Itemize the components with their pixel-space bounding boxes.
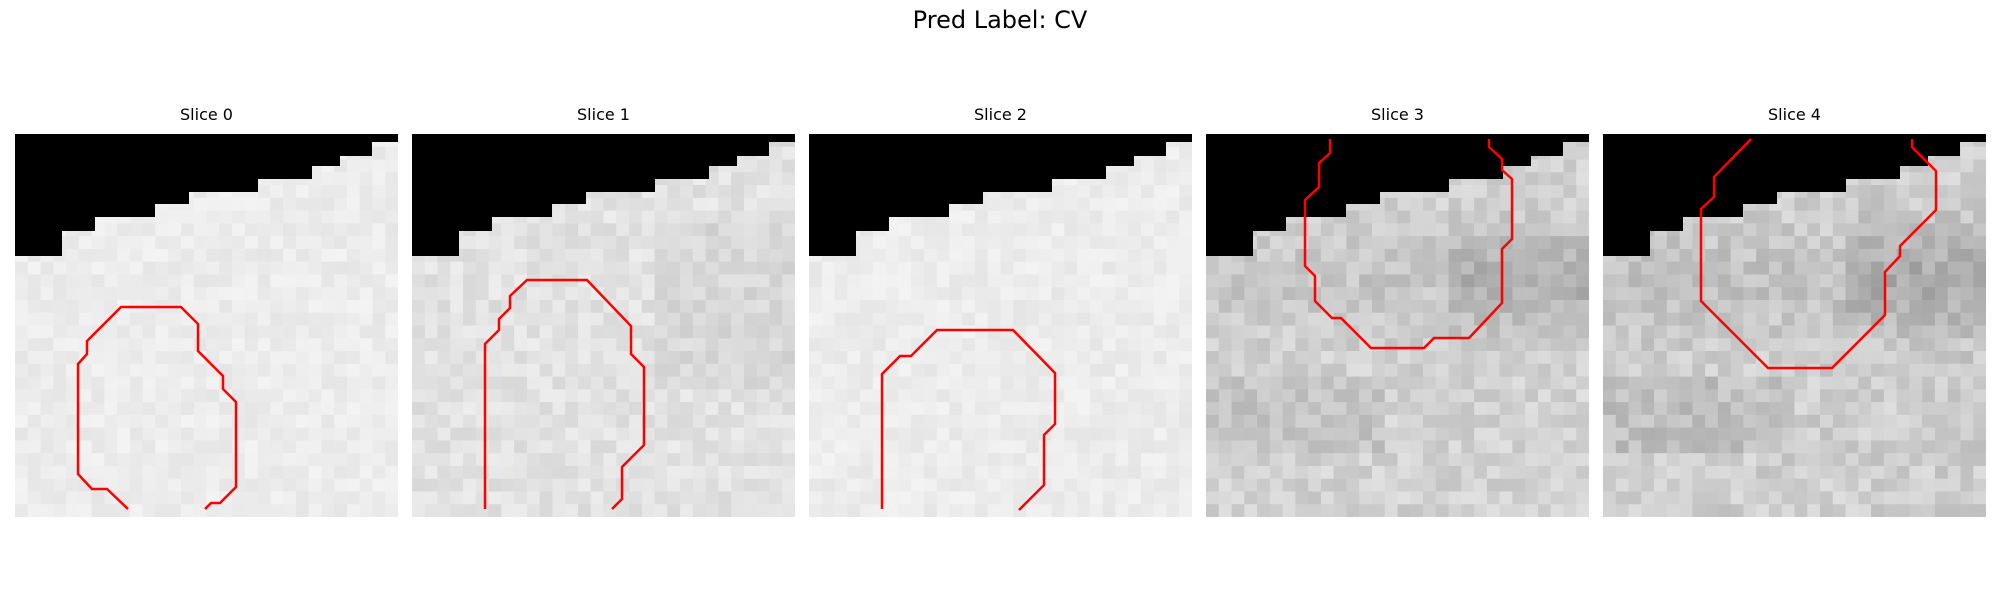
- slice-image-3: [1206, 134, 1589, 517]
- slice-image-2: [809, 134, 1192, 517]
- slice-1-contour: [483, 278, 646, 510]
- slice-3-contour: [1303, 139, 1514, 350]
- slice-4-mask: [1603, 134, 1986, 256]
- panel-title-slice-2: Slice 2: [974, 105, 1027, 124]
- panel-title-slice-1: Slice 1: [577, 105, 630, 124]
- panel-title-slice-0: Slice 0: [180, 105, 233, 124]
- slice-image-1: [412, 134, 795, 517]
- slice-1-mask: [412, 134, 795, 256]
- slice-image-0: [15, 134, 398, 517]
- panel-title-slice-4: Slice 4: [1768, 105, 1821, 124]
- slice-2-contour: [880, 328, 1057, 511]
- slice-image-4: [1603, 134, 1986, 517]
- slice-2-mask: [809, 134, 1192, 256]
- slice-4-contour: [1699, 138, 1938, 370]
- slice-0-contour: [76, 305, 238, 510]
- panel-title-slice-3: Slice 3: [1371, 105, 1424, 124]
- figure-title: Pred Label: CV: [912, 6, 1088, 34]
- slice-3-mask: [1206, 134, 1589, 256]
- slice-0-mask: [15, 134, 398, 256]
